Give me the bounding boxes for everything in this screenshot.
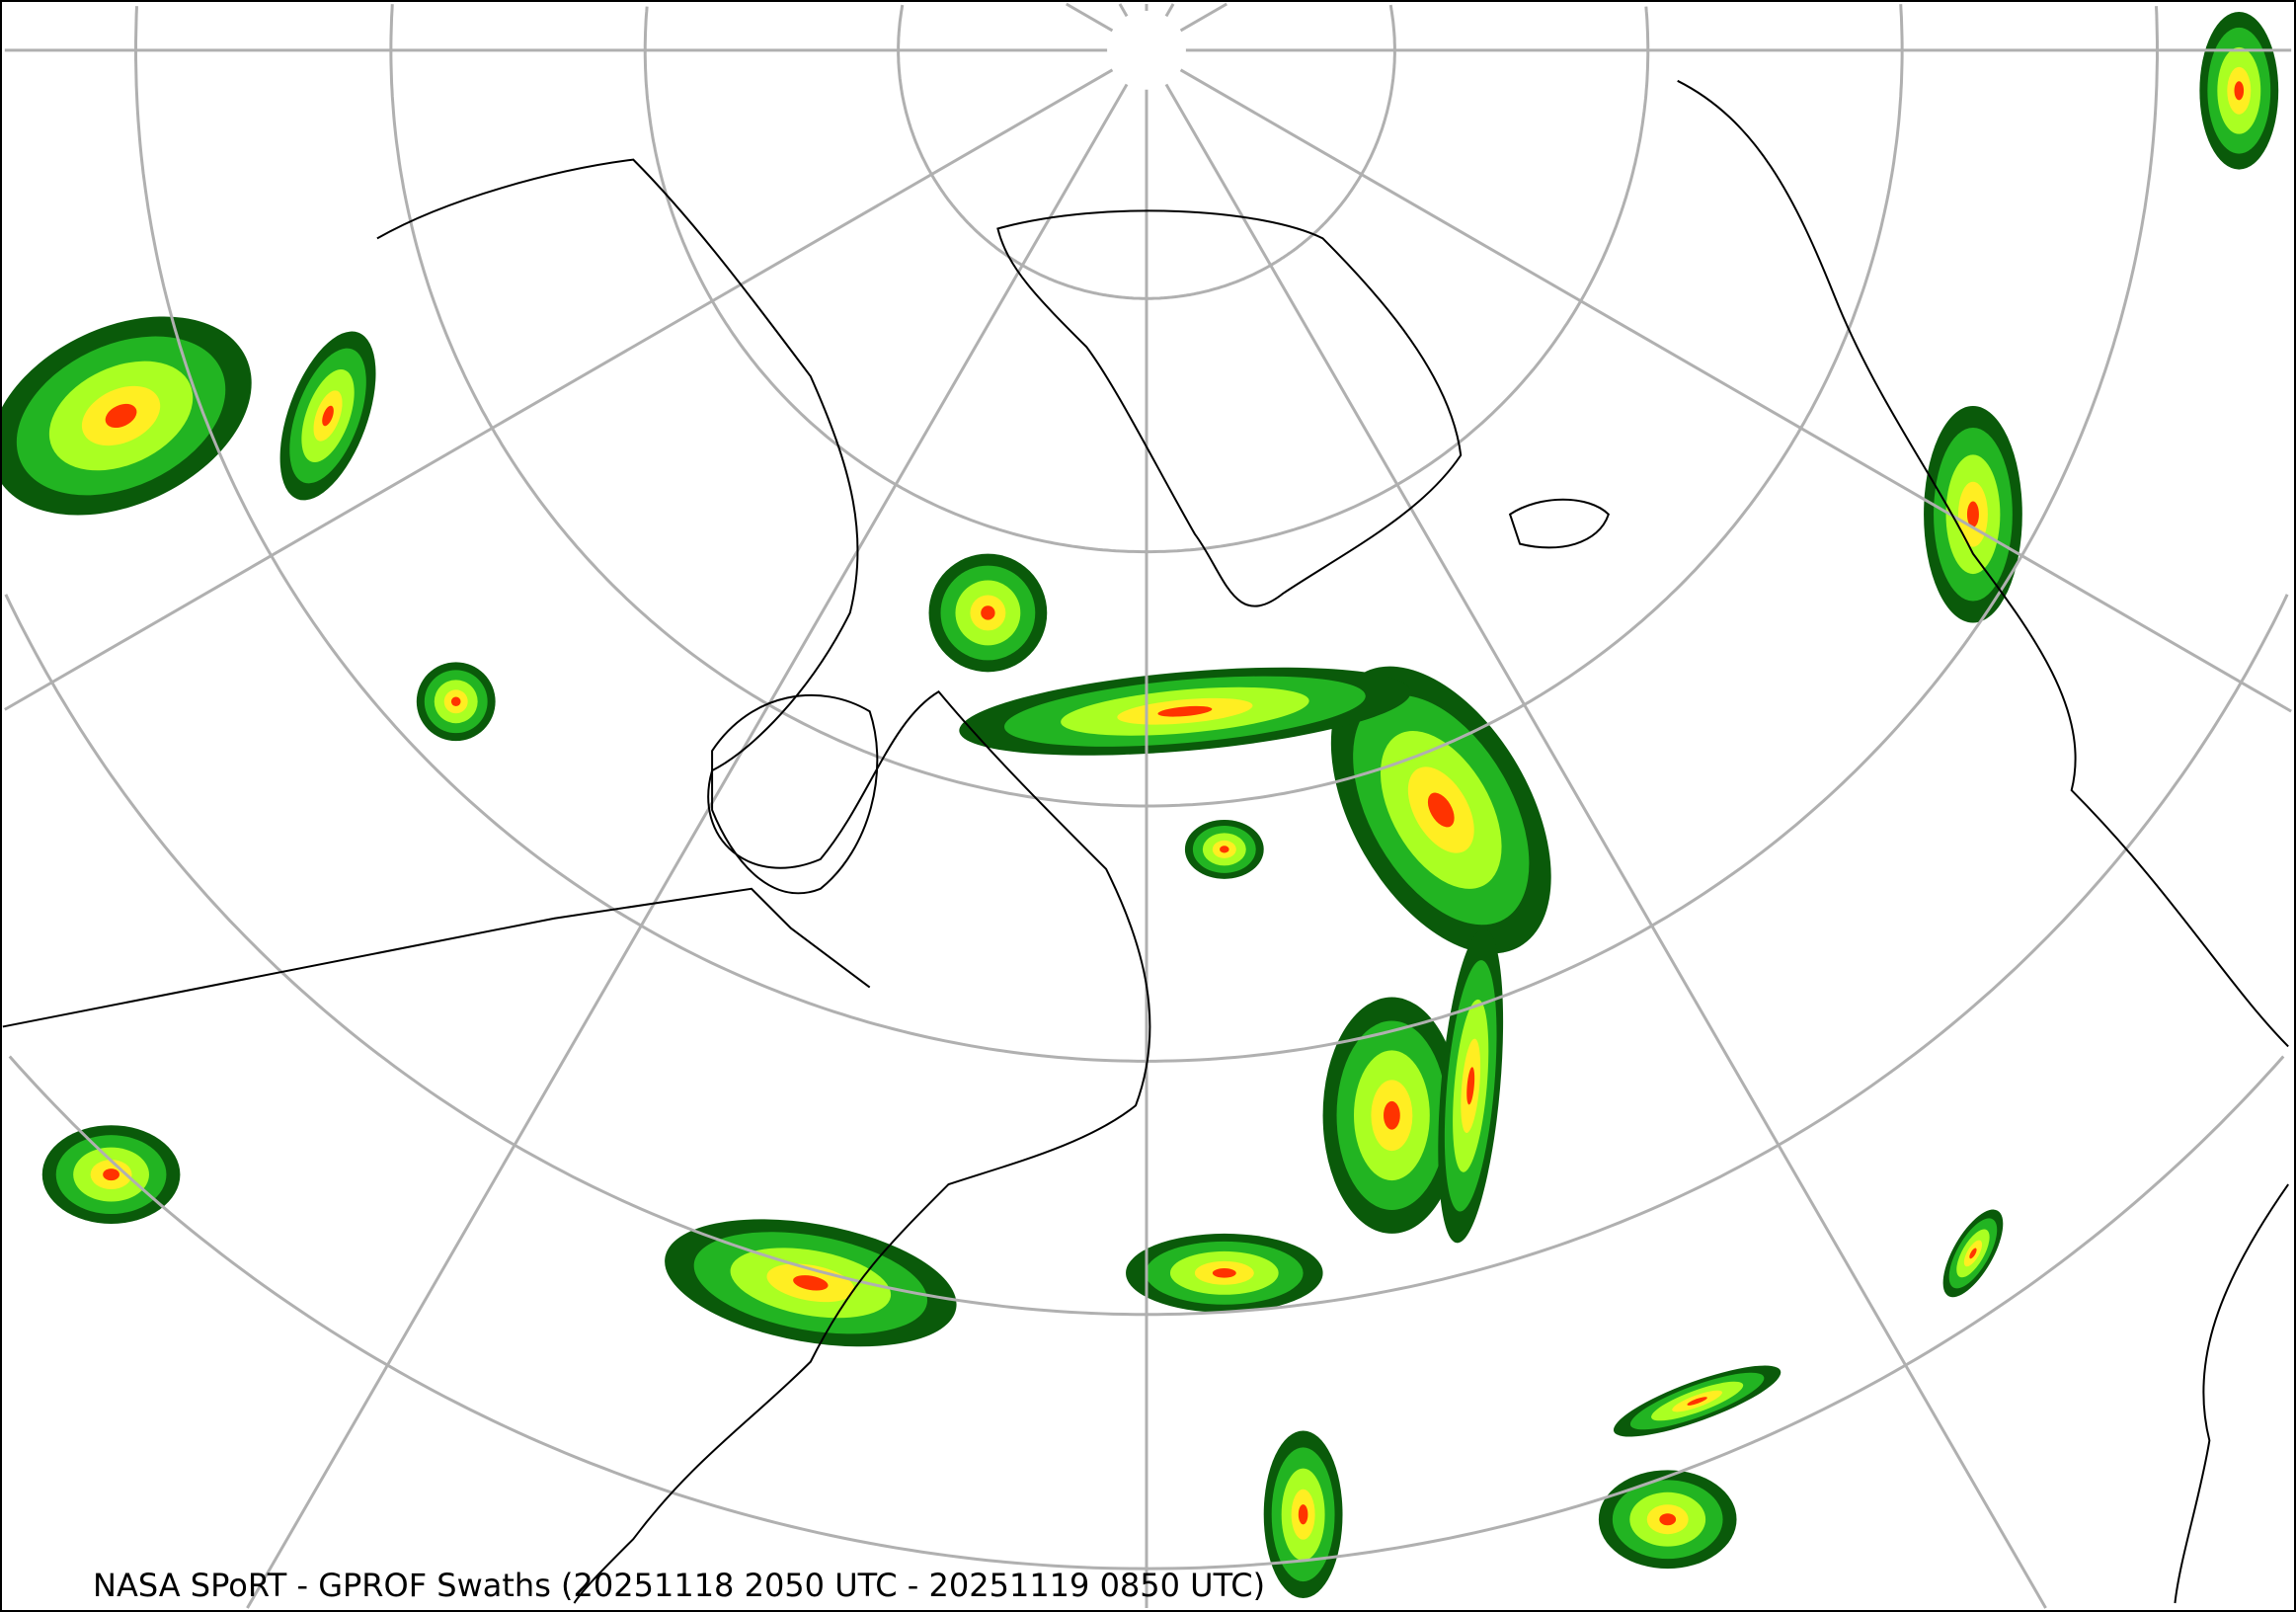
precipitation-area (2234, 81, 2245, 101)
precipitation-area (1384, 1100, 1400, 1130)
meridian-line (1179, 68, 2292, 713)
map-caption: NASA SPoRT - GPROF Swaths (20251118 2050… (93, 1567, 1266, 1604)
latitude-circle (643, 6, 1650, 554)
precipitation-area (1969, 1248, 1977, 1259)
precipitation-area (1212, 1268, 1236, 1278)
meridian-line (1118, 3, 1129, 18)
north-america-coast (376, 158, 1151, 1604)
precipitation-area (1427, 792, 1455, 828)
precipitation-area (1966, 501, 1979, 527)
hudson-bay-outline (711, 693, 879, 895)
africa-coast (2174, 1183, 2289, 1604)
meridian-line (1066, 2, 1114, 33)
meridian-line (1179, 2, 1227, 33)
precipitation-area (1298, 1504, 1308, 1525)
precipitation-area (793, 1275, 829, 1291)
europe-coast (1677, 79, 2289, 1048)
boundary-layer (2, 79, 2289, 1604)
precipitation-area (105, 403, 137, 429)
precipitation-layer (2, 11, 2279, 1599)
greenland-outline (996, 209, 1463, 607)
precipitation-area (450, 696, 461, 707)
precipitation-area (103, 1169, 119, 1181)
latitude-circle (134, 6, 2159, 1063)
precipitation-area (1157, 705, 1213, 717)
graticule-layer (4, 2, 2292, 1609)
precipitation-area (981, 605, 995, 620)
iceland-outline (1508, 498, 1610, 549)
us-canada-border (2, 887, 871, 1028)
precipitation-area (1659, 1513, 1677, 1526)
meridian-line (1164, 3, 1175, 18)
precipitation-area (1466, 1067, 1475, 1105)
precipitation-area (1220, 846, 1229, 853)
precipitation-area (322, 405, 334, 427)
latitude-circle (389, 4, 1904, 808)
meridian-line (4, 68, 1114, 711)
meridian-line (246, 83, 1129, 1609)
meridian-line (1164, 83, 2047, 1609)
latitude-circle (897, 4, 1396, 300)
precipitation-area (1687, 1397, 1707, 1406)
